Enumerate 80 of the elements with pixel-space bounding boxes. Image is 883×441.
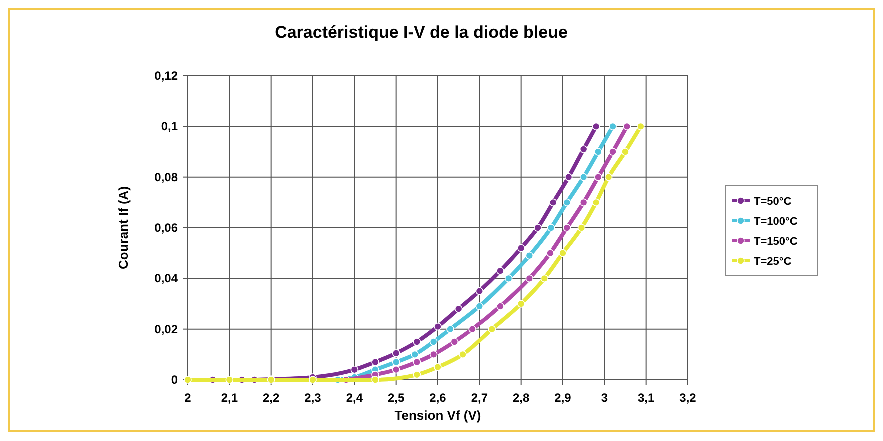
x-tick-label: 2,3	[304, 391, 322, 405]
point	[459, 350, 467, 359]
point	[637, 122, 645, 131]
point	[546, 249, 554, 258]
legend-label: T=25°C	[754, 256, 792, 268]
point	[372, 376, 380, 384]
point	[580, 146, 588, 154]
point	[609, 122, 617, 131]
point	[540, 274, 549, 283]
y-tick-label: 0	[171, 373, 178, 387]
point	[446, 325, 454, 334]
legend-label: T=150°C	[754, 236, 798, 248]
legend-label: T=100°C	[754, 216, 798, 228]
point	[434, 363, 442, 372]
point	[594, 148, 602, 156]
point	[434, 322, 442, 331]
point	[430, 350, 438, 359]
x-tick-label: 3,2	[680, 391, 697, 405]
point	[372, 358, 380, 366]
point	[476, 302, 484, 310]
point	[392, 358, 400, 366]
x-axis-title: Tension Vf (V)	[394, 408, 482, 423]
point	[563, 198, 572, 207]
point	[580, 173, 588, 182]
point	[547, 224, 556, 232]
y-tick-label: 0,06	[154, 221, 178, 235]
x-tick-label: 3,1	[638, 391, 655, 405]
x-tick-label: 2,7	[471, 391, 488, 405]
point	[609, 148, 617, 156]
x-tick-label: 2,2	[262, 391, 280, 405]
x-tick-label: 2,9	[554, 391, 572, 405]
x-tick-label: 2,8	[512, 391, 530, 405]
point	[622, 148, 630, 156]
chart-title: Caractéristique I-V de la diode bleue	[275, 23, 568, 42]
x-tick-label: 3	[601, 391, 608, 405]
point	[184, 376, 192, 384]
x-tick-label: 2,5	[388, 391, 405, 405]
x-tick-label: 2,1	[221, 391, 238, 405]
point	[411, 350, 419, 359]
y-tick-label: 0,08	[154, 170, 178, 184]
point	[504, 274, 513, 283]
point	[392, 366, 400, 374]
legend-label: T=50°C	[754, 196, 792, 208]
point	[604, 173, 613, 182]
point	[496, 267, 504, 275]
point	[468, 325, 476, 334]
point	[526, 252, 534, 260]
point	[526, 274, 534, 283]
point	[450, 338, 459, 346]
point	[496, 302, 504, 310]
x-tick-label: 2,4	[346, 391, 364, 405]
x-tick-label: 2,6	[430, 391, 447, 405]
y-tick-label: 0,04	[154, 272, 178, 286]
point	[564, 173, 573, 182]
point	[592, 122, 600, 131]
point	[517, 300, 526, 308]
point	[430, 338, 438, 346]
point	[488, 325, 496, 334]
point	[578, 224, 586, 232]
point	[454, 305, 463, 313]
y-tick-label: 0,12	[154, 69, 178, 83]
point	[563, 224, 572, 232]
point	[623, 122, 632, 131]
point	[350, 366, 359, 374]
point	[413, 371, 422, 379]
point	[517, 244, 526, 252]
y-axis-title: Courant If (A)	[116, 186, 131, 270]
point	[413, 338, 422, 346]
point	[592, 198, 600, 207]
point	[550, 198, 558, 207]
point	[594, 173, 602, 182]
point	[392, 350, 400, 358]
point	[580, 198, 588, 207]
x-tick-label: 2	[184, 391, 192, 405]
point	[413, 358, 422, 366]
point	[476, 287, 484, 296]
y-tick-label: 0,1	[161, 120, 178, 134]
point	[534, 224, 542, 232]
y-tick-label: 0,02	[154, 322, 178, 336]
point	[559, 249, 567, 258]
